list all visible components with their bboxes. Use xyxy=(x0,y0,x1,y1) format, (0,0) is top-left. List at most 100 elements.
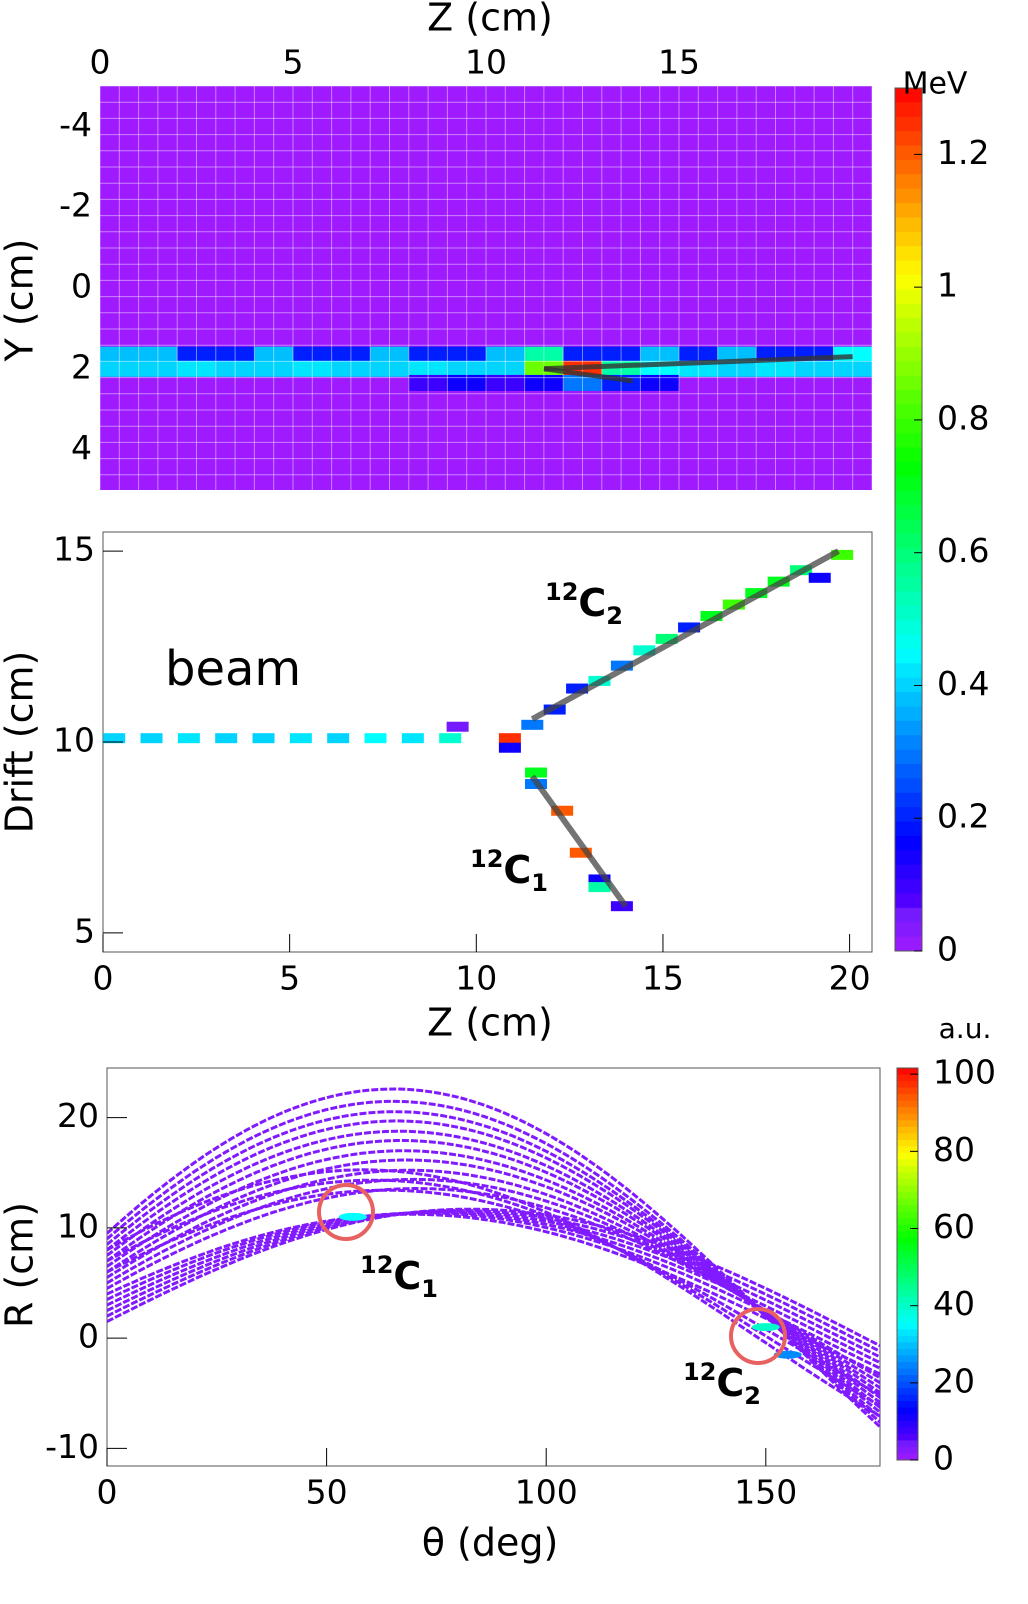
hough-curve xyxy=(107,1177,880,1385)
colorbar-segment xyxy=(895,907,922,923)
y-axis-label: Y (cm) xyxy=(0,239,42,363)
hit xyxy=(610,660,633,671)
colorbar-segment xyxy=(895,346,922,362)
annotation: 12C2 xyxy=(683,1358,761,1410)
hit xyxy=(588,874,611,885)
colorbar-segment xyxy=(897,1133,918,1141)
colorbar-segment xyxy=(897,1303,918,1311)
colorbar-segment xyxy=(895,893,922,909)
colorbar-segment xyxy=(895,677,922,693)
colorbar-segment xyxy=(897,1427,918,1435)
colorbar-segment xyxy=(897,1264,918,1272)
hit xyxy=(588,882,611,893)
heatmap-cell xyxy=(100,346,139,363)
colorbar-segment xyxy=(895,145,922,161)
colorbar-segment xyxy=(897,1120,918,1128)
colorbar-segment xyxy=(897,1205,918,1213)
highlight-circle xyxy=(729,1307,787,1365)
heatmap-cell xyxy=(408,346,448,363)
heatmap-cell xyxy=(679,346,718,363)
heatmap-cell xyxy=(601,346,641,363)
heatmap-cell xyxy=(254,346,293,363)
colorbar-segment xyxy=(897,1355,918,1363)
colorbar-segment xyxy=(895,922,922,938)
colorbar-segment xyxy=(895,792,922,808)
colorbar-segment xyxy=(897,1342,918,1350)
colorbar-segment xyxy=(897,1152,918,1160)
colorbar-segment xyxy=(897,1237,918,1245)
colorbar-segment xyxy=(897,1440,918,1448)
x-tick-label: 0 xyxy=(90,43,111,82)
hit xyxy=(831,549,854,560)
colorbar-segment xyxy=(895,404,922,420)
colorbar-tick-label: 0.6 xyxy=(937,531,989,570)
hit xyxy=(655,633,678,644)
colorbar-segment xyxy=(897,1068,918,1076)
heatmap-cell xyxy=(215,346,255,363)
hit xyxy=(610,901,633,912)
x-axis-label: Z (cm) xyxy=(427,0,553,40)
hit xyxy=(289,733,312,744)
colorbar-segment xyxy=(895,735,922,751)
colorbar-segment xyxy=(895,361,922,377)
annotation: 12C2 xyxy=(545,578,623,630)
x-axis-label: θ (deg) xyxy=(422,1521,559,1565)
colorbar-segment xyxy=(897,1074,918,1082)
colorbar-segment xyxy=(895,533,922,549)
colorbar-tick-label: 0.8 xyxy=(937,398,989,437)
heatmap-cell xyxy=(331,346,371,363)
hit xyxy=(252,733,275,744)
colorbar-tick-label: 80 xyxy=(933,1130,975,1169)
colorbar-segment xyxy=(895,102,922,118)
heatmap-cell xyxy=(100,360,139,377)
x-tick-label: 100 xyxy=(515,1473,578,1512)
hit xyxy=(446,721,469,732)
colorbar-tick-label: 1.2 xyxy=(937,133,989,172)
colorbar-segment xyxy=(897,1270,918,1278)
colorbar-segment xyxy=(895,447,922,463)
heatmap-cell xyxy=(756,360,795,377)
heatmap-cell xyxy=(717,360,757,377)
heatmap-cell xyxy=(524,360,564,377)
colorbar-segment xyxy=(895,159,922,175)
colorbar-segment xyxy=(897,1244,918,1252)
annotation: 12C1 xyxy=(470,845,548,897)
colorbar-segment xyxy=(895,476,922,492)
colorbar-segment xyxy=(897,1211,918,1219)
hit xyxy=(364,733,387,744)
colorbar-segment xyxy=(895,303,922,319)
x-axis-label: Z (cm) xyxy=(427,1001,553,1045)
hough-curve xyxy=(107,1212,880,1376)
hough-curve xyxy=(107,1210,880,1359)
colorbar-segment xyxy=(897,1348,918,1356)
colorbar-segment xyxy=(895,390,922,405)
heatmap-cell xyxy=(293,360,332,377)
colorbar-tick-label: 0 xyxy=(937,930,958,969)
colorbar-segment xyxy=(895,620,922,636)
colorbar-segment xyxy=(895,648,922,664)
colorbar-segment xyxy=(895,778,922,794)
y-tick-label: 10 xyxy=(57,1206,99,1245)
heatmap-cell xyxy=(486,346,525,363)
colorbar-segment xyxy=(897,1329,918,1337)
colorbar-segment xyxy=(895,519,922,535)
heatmap-background xyxy=(100,86,872,490)
heatmap-cell xyxy=(640,346,679,363)
heatmap-cell xyxy=(486,374,525,391)
colorbar-segment xyxy=(895,461,922,477)
colorbar-segment xyxy=(895,217,922,233)
colorbar-segment xyxy=(895,706,922,722)
colorbar-segment xyxy=(897,1394,918,1402)
fit-line xyxy=(530,548,840,722)
heatmap-cell xyxy=(408,374,448,391)
colorbar-tick-label: 0.2 xyxy=(937,797,989,836)
colorbar-segment xyxy=(897,1407,918,1415)
heatmap-cell xyxy=(331,360,371,377)
colorbar-segment xyxy=(897,1172,918,1180)
colorbar-segment xyxy=(897,1322,918,1330)
colorbar-segment xyxy=(895,375,922,391)
colorbar-segment xyxy=(895,634,922,650)
colorbar-tick-label: 100 xyxy=(933,1053,996,1092)
colorbar-segment xyxy=(895,850,922,866)
colorbar-segment xyxy=(897,1446,918,1454)
